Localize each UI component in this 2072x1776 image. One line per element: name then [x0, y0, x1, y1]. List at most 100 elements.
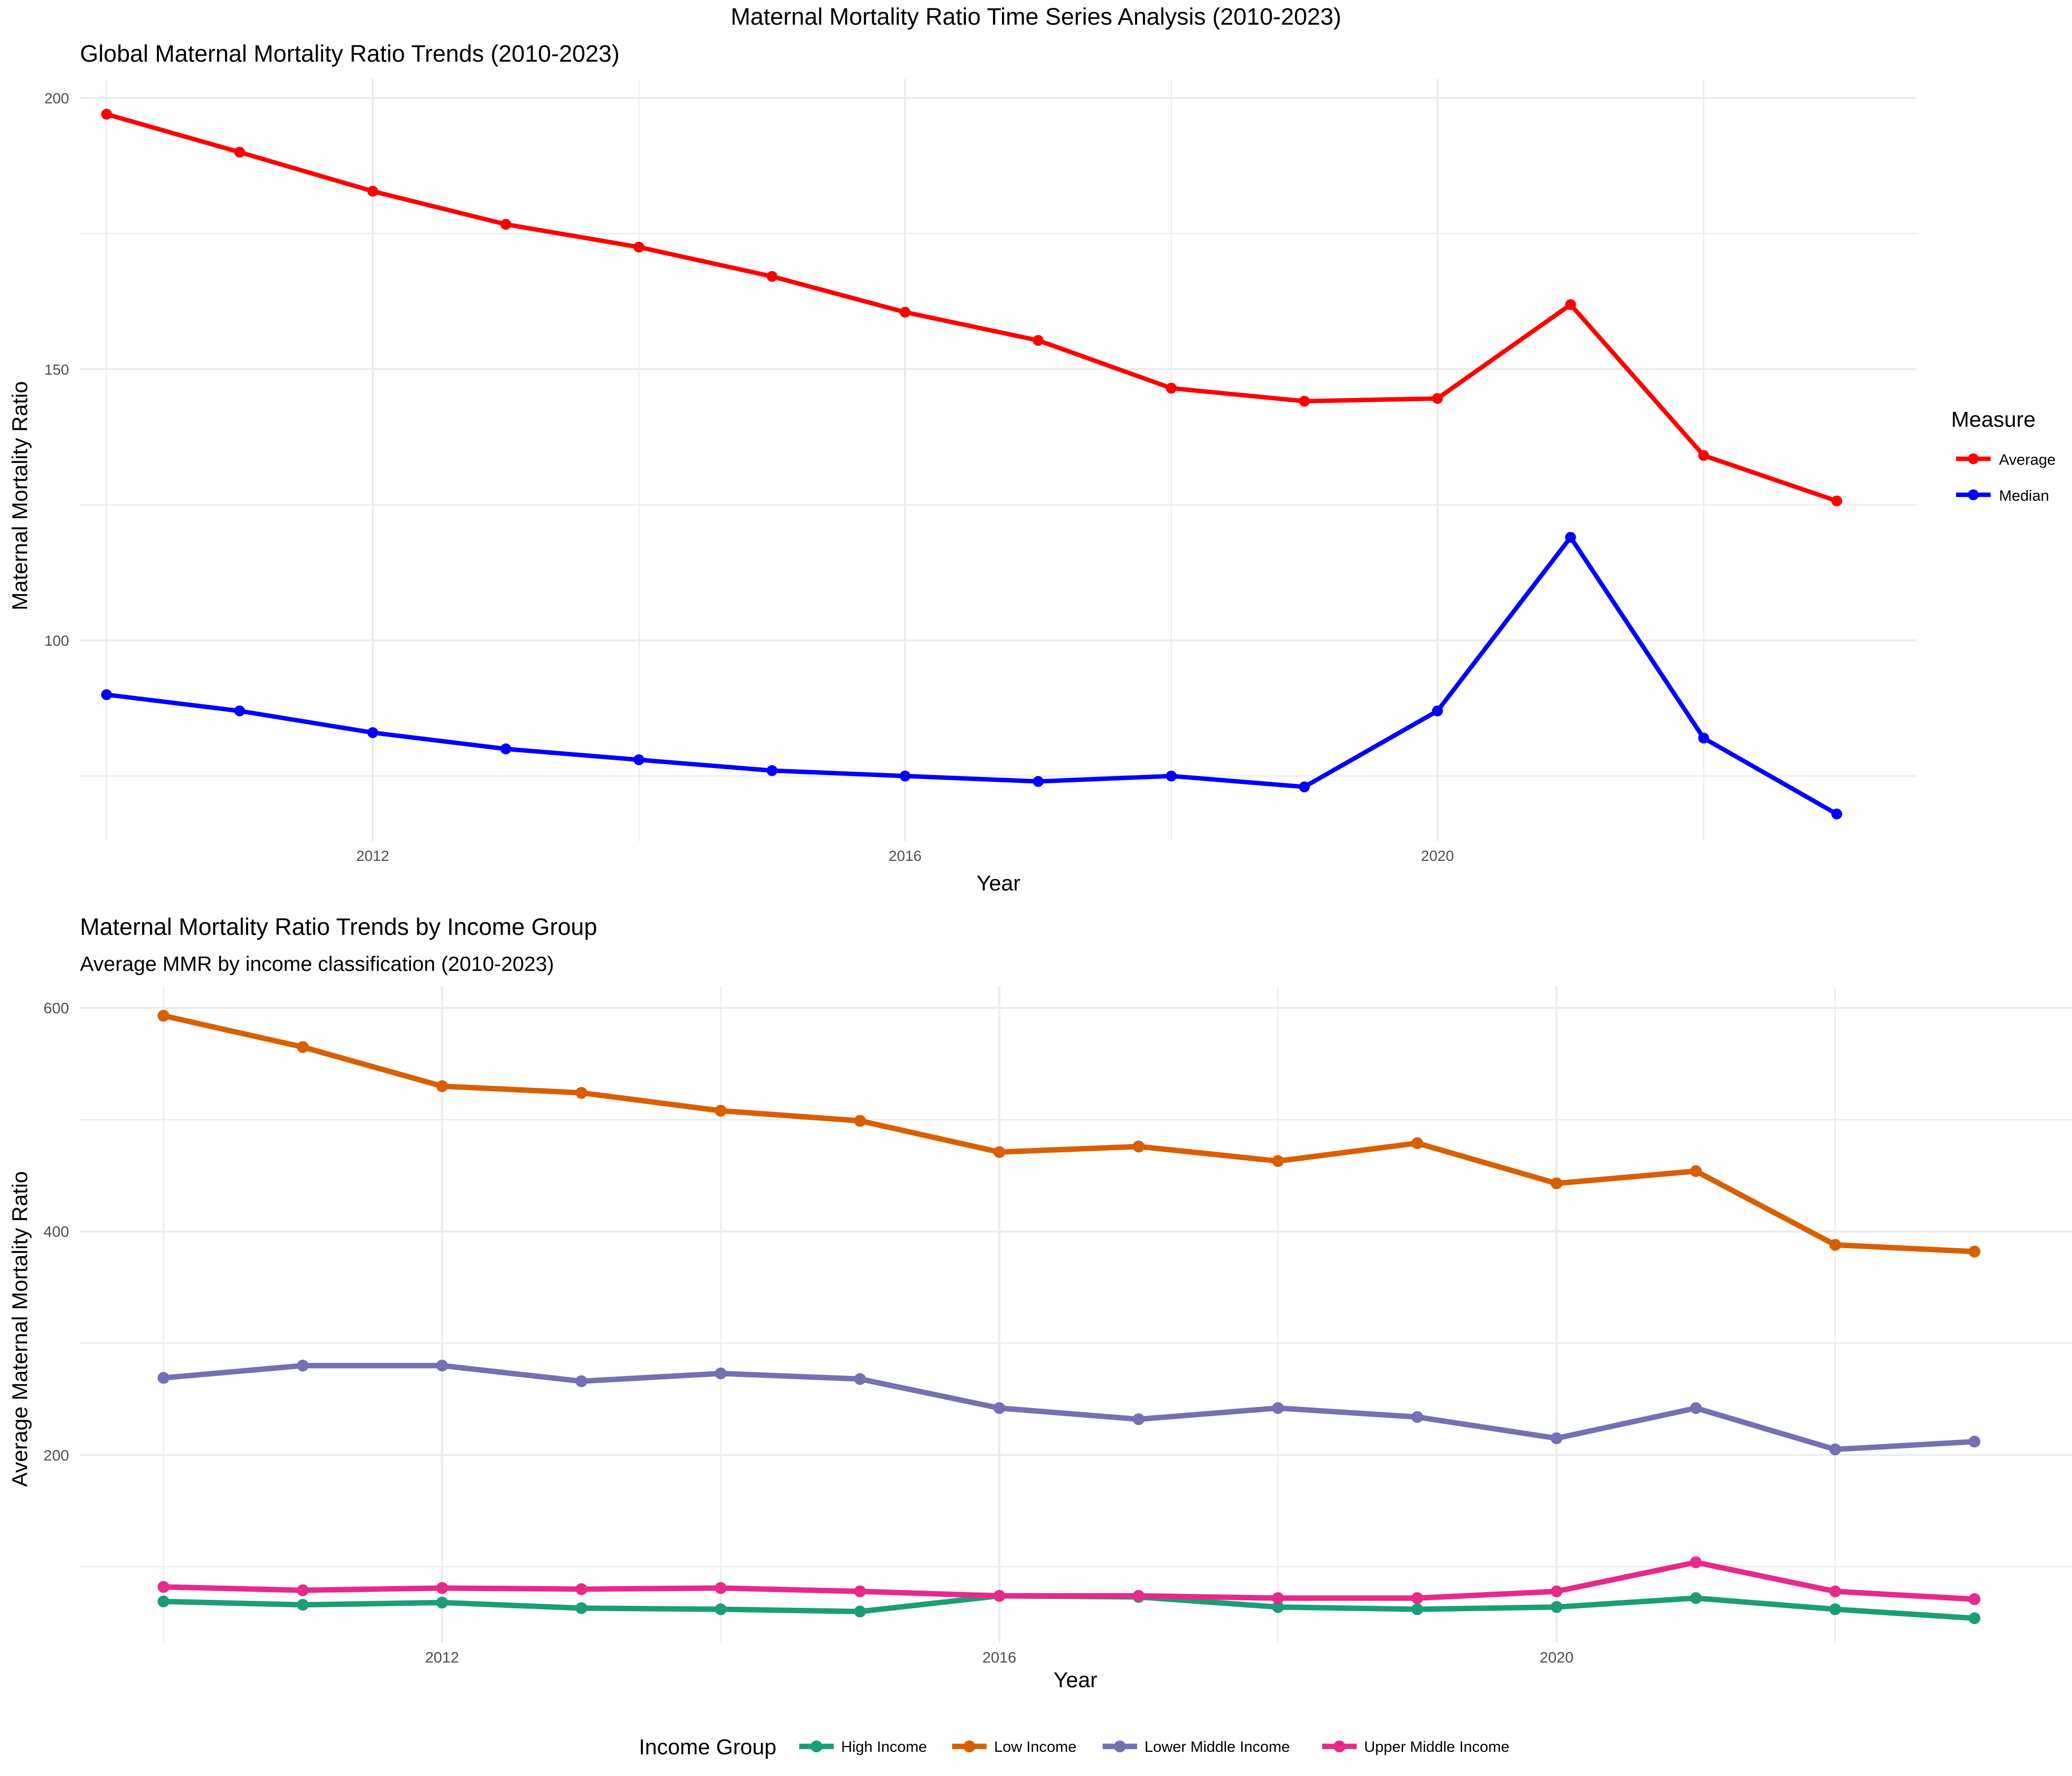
legend-item-lower-middle-income: Lower Middle Income [1103, 1738, 1290, 1755]
income-group-legend: Income Group High Income Low Income Lowe… [639, 1735, 1510, 1759]
data-point-lower-middle-income [854, 1373, 866, 1385]
legend-key-point [1968, 489, 1979, 500]
legend-key-point [1968, 453, 1979, 464]
legend-key-point [1333, 1740, 1345, 1752]
series-line-lower-middle-income [160, 1363, 1977, 1452]
data-point-lower-middle-income [296, 1360, 309, 1372]
data-point-low-income [157, 1009, 170, 1022]
data-point-high-income [1690, 1592, 1702, 1604]
data-point-high-income [157, 1595, 170, 1608]
data-point-median [101, 689, 112, 701]
axis-tick-labels: 2012 2016 2020 100 150 200 [44, 90, 1454, 864]
series-line-low-income [160, 1013, 1977, 1255]
legend-label: Median [1999, 487, 2049, 504]
grid [80, 79, 1917, 841]
data-point-average [101, 109, 112, 120]
legend-item-high-income: High Income [799, 1738, 927, 1755]
data-point-median [1166, 771, 1177, 782]
legend-key-point [1114, 1740, 1126, 1752]
data-point-average [766, 271, 777, 282]
data-point-average [500, 219, 512, 230]
data-point-median [234, 705, 245, 717]
x-tick-label: 2020 [1540, 1649, 1574, 1666]
measure-legend: Measure Average Median [1951, 407, 2056, 504]
data-point-high-income [714, 1603, 727, 1616]
data-point-low-income [1272, 1155, 1284, 1167]
data-point-upper-middle-income [993, 1590, 1005, 1602]
data-point-lower-middle-income [157, 1372, 170, 1384]
panel-title: Maternal Mortality Ratio Trends by Incom… [80, 914, 597, 940]
data-point-lower-middle-income [1690, 1402, 1702, 1414]
data-point-average [1432, 393, 1443, 404]
data-point-average [899, 306, 911, 318]
y-axis-label: Maternal Mortality Ratio [8, 381, 32, 611]
data-point-lower-middle-income [1551, 1432, 1563, 1444]
data-point-average [367, 185, 378, 197]
legend-label: Upper Middle Income [1364, 1738, 1510, 1755]
data-point-median [633, 754, 645, 766]
data-point-average [1166, 382, 1177, 394]
y-axis-label: Average Maternal Mortality Ratio [8, 1171, 32, 1487]
data-point-low-income [1411, 1137, 1423, 1149]
series-line-upper-middle-income [160, 1559, 1977, 1602]
y-tick-label: 600 [43, 999, 69, 1017]
data-point-lower-middle-income [436, 1360, 448, 1372]
data-point-lower-middle-income [714, 1367, 727, 1379]
legend-item-low-income: Low Income [952, 1738, 1076, 1755]
panel-subtitle: Average MMR by income classification (20… [80, 952, 554, 975]
legend-item-median: Median [1956, 487, 2049, 504]
y-tick-label: 400 [43, 1223, 69, 1240]
y-tick-label: 150 [44, 362, 69, 378]
figure-title: Maternal Mortality Ratio Time Series Ana… [731, 4, 1341, 30]
global-trends-panel: Global Maternal Mortality Ratio Trends (… [8, 41, 2056, 895]
legend-title: Income Group [639, 1735, 777, 1759]
legend-key-point [963, 1740, 975, 1752]
data-point-median [1299, 781, 1310, 793]
data-point-average [1698, 450, 1709, 461]
data-point-average [1299, 396, 1310, 407]
x-tick-label: 2020 [1421, 848, 1454, 864]
data-point-median [766, 765, 777, 777]
data-point-lower-middle-income [575, 1375, 588, 1387]
data-point-high-income [575, 1602, 588, 1614]
data-point-upper-middle-income [1551, 1585, 1563, 1597]
y-tick-label: 100 [44, 633, 69, 649]
legend-label: Low Income [994, 1738, 1076, 1755]
data-point-high-income [436, 1596, 448, 1609]
data-point-upper-middle-income [1690, 1556, 1702, 1568]
data-point-low-income [575, 1087, 588, 1099]
data-point-median [1565, 532, 1576, 543]
x-axis-label: Year [977, 871, 1021, 895]
data-point-upper-middle-income [436, 1582, 448, 1594]
data-point-upper-middle-income [157, 1581, 170, 1593]
legend-title: Measure [1951, 407, 2035, 432]
data-point-upper-middle-income [296, 1584, 309, 1596]
legend-label: High Income [841, 1738, 927, 1755]
data-point-median [899, 771, 911, 782]
data-point-average [234, 147, 245, 158]
data-point-low-income [854, 1114, 866, 1127]
data-point-upper-middle-income [1968, 1593, 1981, 1605]
data-point-average [1033, 335, 1044, 346]
data-point-high-income [296, 1598, 309, 1611]
data-point-low-income [436, 1080, 448, 1092]
series-line-average [104, 112, 1839, 503]
data-point-low-income [1133, 1141, 1145, 1153]
x-tick-label: 2016 [982, 1649, 1016, 1666]
x-tick-label: 2016 [888, 848, 922, 864]
data-point-median [500, 743, 512, 755]
series-lines [160, 1013, 1977, 1621]
legend-label: Average [1999, 451, 2056, 468]
data-point-low-income [1968, 1245, 1981, 1258]
data-point-lower-middle-income [1272, 1402, 1284, 1414]
data-point-high-income [1968, 1612, 1981, 1625]
data-point-lower-middle-income [1133, 1413, 1145, 1425]
y-tick-label: 200 [43, 1446, 69, 1464]
data-point-upper-middle-income [575, 1583, 588, 1595]
data-point-low-income [296, 1041, 309, 1053]
grid [80, 987, 2072, 1643]
data-point-low-income [1551, 1177, 1563, 1189]
data-point-median [1698, 733, 1709, 744]
